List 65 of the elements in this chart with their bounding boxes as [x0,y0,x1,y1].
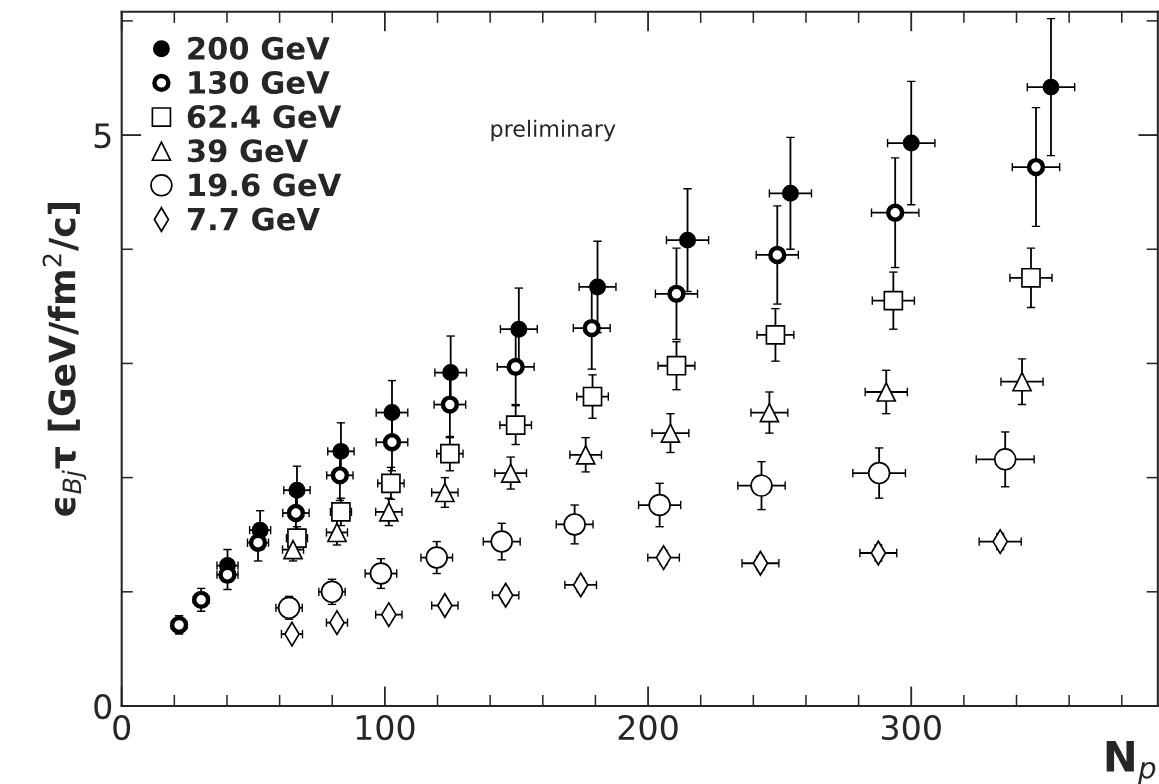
legend-label: 200 GeV [188,36,330,60]
point [765,325,786,345]
point [648,493,671,517]
point [435,482,455,503]
point [867,461,891,485]
point [1042,78,1060,96]
point [330,466,350,485]
point [781,184,799,202]
point [425,546,448,569]
legend-label: 39 GeV [187,139,309,163]
point [288,481,306,499]
point [332,442,350,460]
point [660,423,681,443]
point [886,203,905,222]
point [1012,371,1032,392]
point [876,382,897,402]
annotation: preliminary [491,119,616,142]
point [440,443,460,464]
point [759,402,780,423]
point [993,448,1017,471]
point [500,463,521,483]
y-axis-title: ϵ$_{Bj}$τ [GeV/fm$^{2}$/c] [42,203,87,516]
x-tick-label: 100 [356,714,415,741]
point [381,473,401,494]
x-tick-label: 300 [881,714,941,741]
legend-label: 7.7 GeV [187,207,320,231]
legend-label: 130 GeV [189,70,330,95]
y-tick-label: 5 [94,123,111,149]
x-axis-title: N$_{p}$ [1106,741,1156,784]
point [248,533,268,552]
point [277,596,301,620]
point [442,364,460,382]
point [440,395,460,414]
point [768,245,787,265]
point [582,318,601,338]
x-tick-label: 0 [113,714,131,741]
point [383,404,401,422]
point [382,433,402,452]
point [563,513,586,536]
point [320,580,344,604]
point [510,320,528,338]
point [286,503,306,523]
point [666,355,687,376]
point [506,357,525,377]
point [589,278,607,296]
point [667,284,686,303]
point [331,502,351,522]
point [883,290,904,311]
point [327,522,347,543]
point [750,474,773,497]
legend-label: 62.4 GeV [187,105,342,129]
point [378,502,399,522]
point [283,539,303,560]
point [902,134,920,152]
point [505,415,526,435]
point [369,562,393,585]
point [1021,267,1041,288]
point [1026,157,1046,177]
x-tick-label: 200 [618,714,678,741]
point [575,444,596,465]
legend-label: 19.6 GeV [189,173,342,197]
point [287,528,307,549]
point [490,530,513,553]
point [582,386,603,407]
point [679,231,697,249]
